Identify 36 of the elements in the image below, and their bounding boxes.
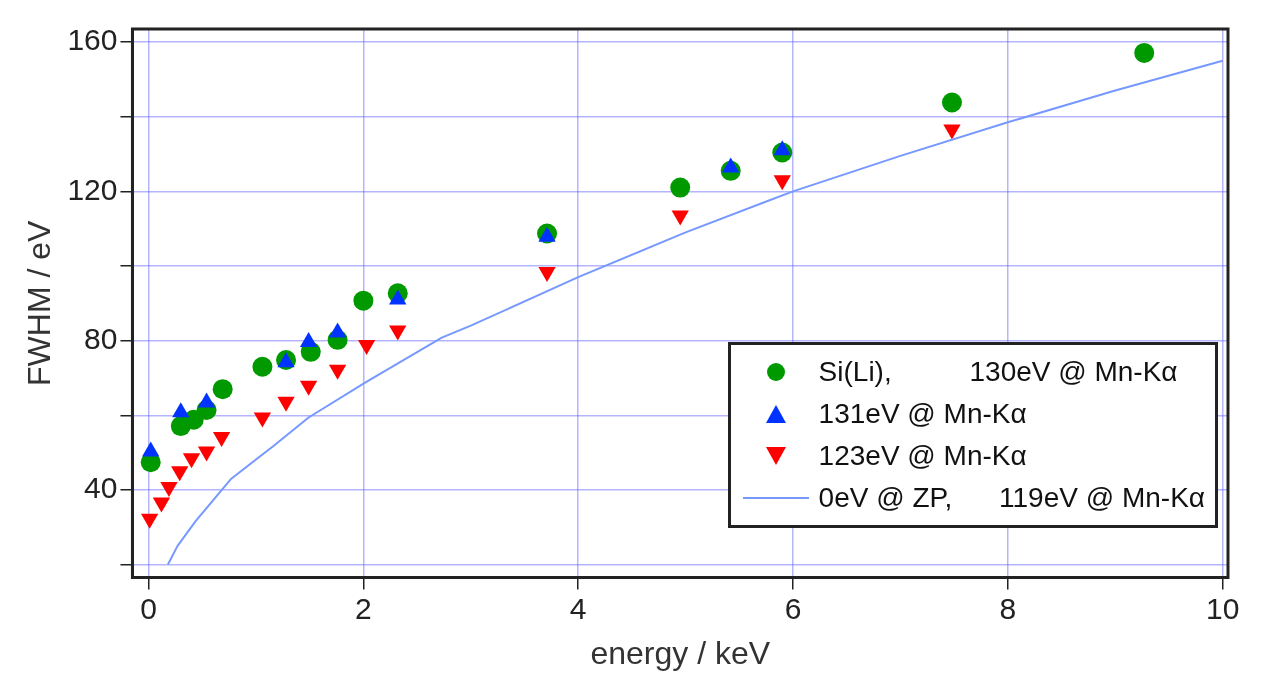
x-tick-label: 2 [355, 591, 372, 625]
x-tick-label: 10 [1205, 591, 1240, 625]
point [353, 290, 374, 311]
x-tick-label: 8 [999, 591, 1017, 625]
point [160, 481, 178, 497]
point [277, 396, 295, 412]
point [182, 453, 201, 469]
point [171, 466, 189, 482]
point [197, 446, 216, 462]
point [140, 513, 159, 529]
point [152, 497, 171, 513]
point [299, 380, 318, 396]
point [212, 431, 231, 447]
point [328, 364, 347, 380]
point [252, 356, 273, 377]
y-tick-label: 80 [84, 321, 118, 355]
point [389, 325, 407, 341]
legend-label: 123eV @ Mn-Kα [818, 440, 1027, 472]
point [212, 379, 233, 400]
point [538, 266, 556, 282]
point [357, 340, 376, 356]
point [670, 177, 691, 198]
x-tick-label: 0 [140, 591, 157, 625]
x-tick-label: 6 [784, 591, 802, 625]
x-axis-title: energy / keV [590, 634, 771, 671]
legend-label: 131eV @ Mn-Kα [818, 398, 1027, 430]
point [941, 92, 962, 113]
y-tick-label: 40 [84, 471, 118, 505]
y-axis-title: FWHM / eV [21, 219, 58, 386]
point [1134, 42, 1155, 63]
point [253, 412, 272, 428]
x-tick-label: 4 [569, 591, 587, 625]
legend-label: Si(Li), 130eV @ Mn-Kα [818, 356, 1178, 388]
y-tick-label: 120 [67, 172, 118, 206]
legend-label: 0eV @ ZP, 119eV @ Mn-Kα [818, 482, 1205, 514]
y-tick-label: 160 [67, 23, 118, 57]
